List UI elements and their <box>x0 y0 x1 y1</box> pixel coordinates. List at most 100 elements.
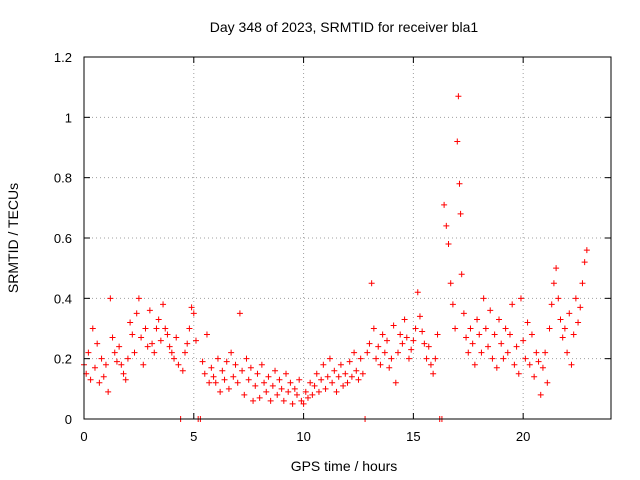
data-point <box>307 379 314 386</box>
data-point <box>561 325 568 332</box>
data-point <box>261 379 268 386</box>
data-point <box>500 355 507 362</box>
data-point <box>553 265 560 272</box>
data-point <box>528 331 535 338</box>
data-point <box>581 259 588 266</box>
data-point <box>199 358 206 365</box>
data-point <box>265 373 272 380</box>
data-point <box>188 304 195 311</box>
data-point <box>149 340 156 347</box>
y-axis-label: SRMTID / TECUs <box>5 183 21 293</box>
data-point <box>171 355 178 362</box>
ticks: 0 5 10 15 20 0 0.2 0.4 0.6 0.8 1 1.2 <box>54 50 611 444</box>
data-point <box>364 349 371 356</box>
data-point <box>182 349 189 356</box>
data-point <box>91 364 98 371</box>
data-point <box>419 328 426 335</box>
data-point <box>206 379 213 386</box>
data-point <box>105 388 112 395</box>
data-point <box>234 379 241 386</box>
data-point <box>283 370 290 377</box>
data-point <box>96 379 103 386</box>
data-point <box>243 355 250 362</box>
data-point <box>463 334 470 341</box>
data-point <box>381 349 388 356</box>
data-point <box>116 343 123 350</box>
data-point <box>175 361 182 368</box>
data-point <box>269 382 276 389</box>
data-point <box>190 310 197 317</box>
data-point <box>471 361 478 368</box>
data-point <box>298 397 305 404</box>
data-point <box>405 355 412 362</box>
data-point <box>258 361 265 368</box>
data-point <box>155 316 162 323</box>
data-point <box>544 379 551 386</box>
data-point <box>447 280 454 287</box>
data-point <box>304 394 311 401</box>
data-points <box>81 93 590 422</box>
data-point <box>98 355 105 362</box>
data-point <box>320 361 327 368</box>
data-point <box>474 316 481 323</box>
data-point <box>146 307 153 314</box>
data-point <box>559 334 566 341</box>
data-point <box>340 382 347 389</box>
data-point <box>509 301 516 308</box>
data-point <box>179 367 186 374</box>
data-point <box>267 397 274 404</box>
data-point <box>430 370 437 377</box>
data-point <box>583 247 590 254</box>
data-point <box>370 325 377 332</box>
y-tick-label: 1 <box>65 110 72 125</box>
y-tick-label: 0 <box>65 412 72 427</box>
data-point <box>386 364 393 371</box>
data-point <box>113 358 120 365</box>
data-point <box>252 382 259 389</box>
data-point <box>201 370 208 377</box>
x-axis-label: GPS time / hours <box>291 458 398 474</box>
data-point <box>491 331 498 338</box>
data-point <box>280 397 287 404</box>
data-point <box>520 337 527 344</box>
data-point <box>487 307 494 314</box>
data-point <box>506 331 513 338</box>
data-point <box>85 349 92 356</box>
data-point <box>291 385 298 392</box>
data-point <box>414 289 421 296</box>
data-point <box>133 310 140 317</box>
data-point <box>135 295 142 302</box>
data-point <box>441 201 448 208</box>
x-tick-label: 15 <box>406 429 420 444</box>
data-point <box>326 355 333 362</box>
data-point <box>300 400 307 407</box>
data-point <box>564 349 571 356</box>
data-point <box>278 385 285 392</box>
y-tick-label: 1.2 <box>54 50 72 65</box>
data-point <box>131 349 138 356</box>
data-point <box>272 367 279 374</box>
data-point <box>221 376 228 383</box>
data-point <box>395 349 402 356</box>
data-point <box>166 343 173 350</box>
data-point <box>348 373 355 380</box>
data-point <box>151 349 158 356</box>
data-point <box>432 355 439 362</box>
data-point <box>100 373 107 380</box>
data-point <box>157 337 164 344</box>
data-point <box>351 349 358 356</box>
data-point <box>577 304 584 311</box>
data-point <box>289 400 296 407</box>
data-point <box>511 361 518 368</box>
data-point <box>230 373 237 380</box>
data-point <box>250 397 257 404</box>
data-point <box>285 388 292 395</box>
data-point <box>542 349 549 356</box>
data-point <box>311 382 318 389</box>
data-point <box>118 361 125 368</box>
x-tick-label: 20 <box>516 429 530 444</box>
data-point <box>496 316 503 323</box>
data-point <box>423 355 430 362</box>
data-point <box>384 337 391 344</box>
data-point <box>443 222 450 229</box>
